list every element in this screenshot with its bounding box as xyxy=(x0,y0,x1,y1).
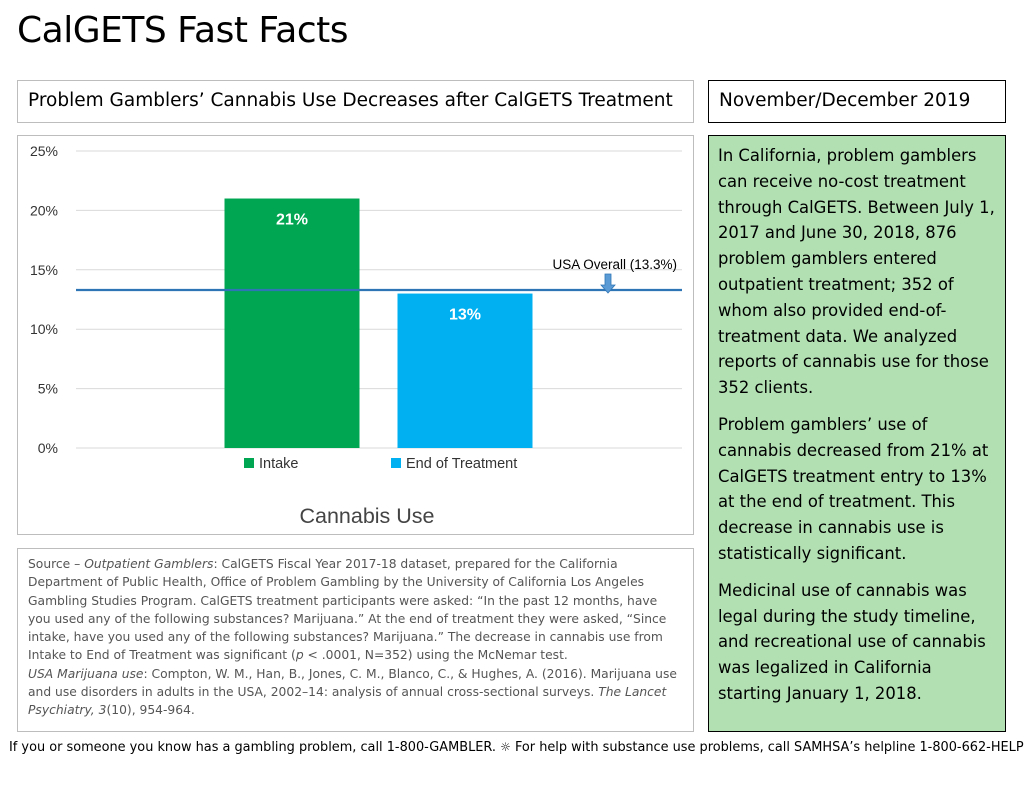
chart-title-box: Problem Gamblers’ Cannabis Use Decreases… xyxy=(17,80,694,123)
data-label: 21% xyxy=(276,212,308,229)
date-box: November/December 2019 xyxy=(708,80,1006,123)
data-label: 13% xyxy=(449,307,481,324)
footer: If you or someone you know has a gamblin… xyxy=(9,740,1024,755)
arrow-down-icon xyxy=(600,273,616,294)
source-panel: Source – Outpatient Gamblers: CalGETS Fi… xyxy=(17,548,694,732)
page-title: CalGETS Fast Facts xyxy=(17,10,349,51)
y-tick-label: 10% xyxy=(30,321,58,337)
y-tick-label: 15% xyxy=(30,262,58,278)
info-paragraph-3: Medicinal use of cannabis was legal duri… xyxy=(718,580,986,703)
citation-label: USA Marijuana use xyxy=(28,666,144,681)
legend-label: Intake xyxy=(259,456,299,472)
legend-swatch xyxy=(391,458,401,468)
source-description: : CalGETS Fiscal Year 2017-18 dataset, p… xyxy=(28,557,667,663)
legend-swatch xyxy=(244,458,254,468)
legend-label: End of Treatment xyxy=(406,456,517,472)
info-panel: In California, problem gamblers can rece… xyxy=(708,135,1006,732)
chart-title: Problem Gamblers’ Cannabis Use Decreases… xyxy=(28,90,673,111)
source-significance: < .0001, N=352) using the McNemar test. xyxy=(303,648,568,663)
footer-samhsa-helpline: For help with substance use problems, ca… xyxy=(510,740,1024,755)
citation-pages: (10), 954-964. xyxy=(106,703,195,718)
citation-journal: The Lancet Psychiatry, 3 xyxy=(28,685,667,718)
source-dataset-name: Outpatient Gamblers xyxy=(84,557,214,571)
y-tick-label: 0% xyxy=(38,440,58,456)
source-prefix: Source – xyxy=(28,557,85,571)
y-tick-label: 20% xyxy=(30,202,58,218)
source-paragraph: Source – Outpatient Gamblers: CalGETS Fi… xyxy=(28,555,683,665)
source-p-symbol: p xyxy=(295,648,304,663)
sun-icon: ☼ xyxy=(500,740,511,754)
issue-date: November/December 2019 xyxy=(719,90,971,111)
citation-paragraph: USA Marijuana use: Compton, W. M., Han, … xyxy=(28,665,683,720)
y-tick-label: 25% xyxy=(30,143,58,159)
bar xyxy=(224,198,360,448)
citation-text: : Compton, W. M., Han, B., Jones, C. M.,… xyxy=(28,666,677,700)
x-axis-title: Cannabis Use xyxy=(299,504,434,528)
footer-gambling-helpline: If you or someone you know has a gamblin… xyxy=(9,740,501,755)
bar xyxy=(397,293,533,448)
info-paragraph-2: Problem gamblers’ use of cannabis decrea… xyxy=(718,414,989,563)
info-paragraph-1: In California, problem gamblers can rece… xyxy=(718,146,995,398)
chart-panel: 0% 5% 10% 15% 20% 25% 21% 13% USA Overall (13.3%… xyxy=(17,135,694,535)
bar-chart: 0% 5% 10% 15% 20% 25% 21% 13% USA Overall (13.3%… xyxy=(30,143,682,528)
reference-line-label: USA Overall (13.3%) xyxy=(552,257,677,272)
y-tick-label: 5% xyxy=(38,381,58,397)
